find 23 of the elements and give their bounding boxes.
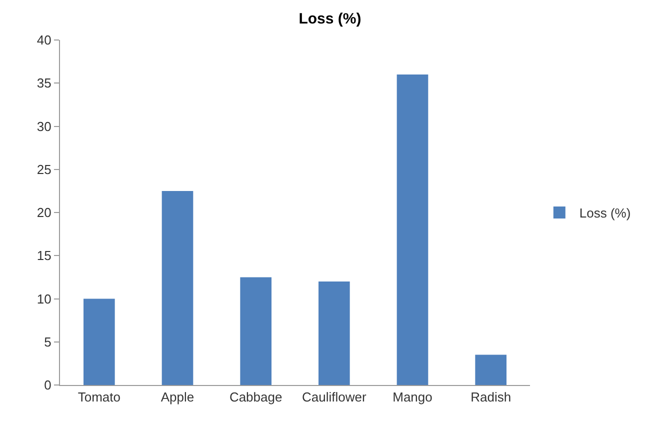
y-tick-label: 35: [36, 76, 52, 91]
bar: [240, 277, 272, 385]
y-tick-label: 15: [36, 248, 52, 264]
legend-label: Loss (%): [579, 206, 631, 221]
y-tick-label: 40: [36, 32, 52, 48]
x-tick-label: Radish: [470, 390, 512, 405]
bar: [318, 282, 350, 385]
y-tick-label: 25: [36, 162, 52, 177]
x-tick-label: Mango: [392, 390, 432, 405]
x-tick-label: Tomato: [78, 390, 120, 405]
bar: [84, 298, 115, 385]
y-tick-label: 30: [36, 118, 52, 134]
chart-title: Loss (%): [298, 10, 362, 28]
bar: [396, 74, 428, 385]
x-tick-label: Cauliflower: [302, 390, 367, 405]
bar: [162, 190, 194, 385]
x-tick-label: Apple: [160, 390, 194, 405]
y-tick-label: 5: [44, 334, 52, 350]
y-tick-label: 20: [36, 205, 52, 220]
x-tick-label: Cabbage: [229, 390, 282, 405]
y-tick-label: 0: [44, 378, 52, 393]
y-tick-label: 10: [36, 291, 52, 306]
bar: [475, 354, 506, 385]
